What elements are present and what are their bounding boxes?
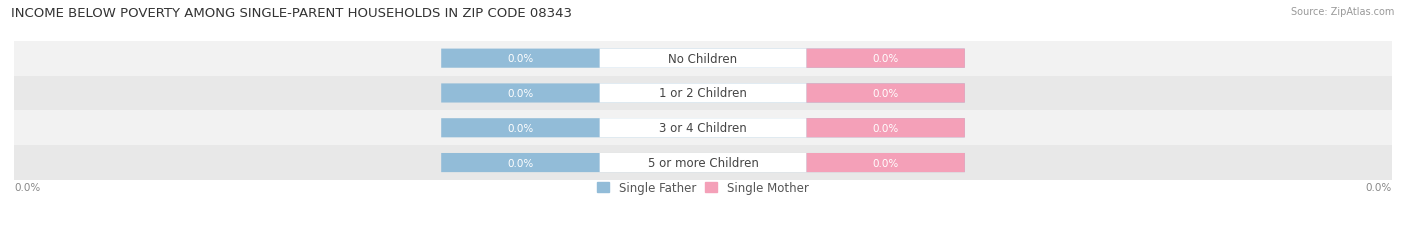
Text: 5 or more Children: 5 or more Children: [648, 156, 758, 169]
FancyBboxPatch shape: [807, 84, 965, 103]
Text: 0.0%: 0.0%: [873, 88, 898, 99]
Bar: [14, 146, 1392, 180]
FancyBboxPatch shape: [599, 84, 807, 103]
Text: 0.0%: 0.0%: [873, 123, 898, 133]
FancyBboxPatch shape: [599, 49, 807, 68]
Text: 0.0%: 0.0%: [508, 54, 533, 64]
Text: 3 or 4 Children: 3 or 4 Children: [659, 122, 747, 135]
Text: 0.0%: 0.0%: [508, 123, 533, 133]
Text: 0.0%: 0.0%: [1365, 182, 1392, 192]
Text: Source: ZipAtlas.com: Source: ZipAtlas.com: [1291, 7, 1395, 17]
Text: 1 or 2 Children: 1 or 2 Children: [659, 87, 747, 100]
FancyBboxPatch shape: [441, 119, 965, 138]
Bar: [14, 42, 1392, 76]
FancyBboxPatch shape: [441, 153, 965, 172]
Text: 0.0%: 0.0%: [873, 158, 898, 168]
Text: 0.0%: 0.0%: [14, 182, 41, 192]
FancyBboxPatch shape: [807, 153, 965, 172]
Bar: [14, 111, 1392, 146]
Text: No Children: No Children: [668, 52, 738, 65]
FancyBboxPatch shape: [807, 49, 965, 68]
FancyBboxPatch shape: [807, 119, 965, 138]
FancyBboxPatch shape: [441, 84, 965, 103]
Text: 0.0%: 0.0%: [508, 88, 533, 99]
Text: INCOME BELOW POVERTY AMONG SINGLE-PARENT HOUSEHOLDS IN ZIP CODE 08343: INCOME BELOW POVERTY AMONG SINGLE-PARENT…: [11, 7, 572, 20]
Bar: [14, 76, 1392, 111]
FancyBboxPatch shape: [599, 119, 807, 138]
Text: 0.0%: 0.0%: [873, 54, 898, 64]
FancyBboxPatch shape: [599, 153, 807, 172]
Legend: Single Father, Single Mother: Single Father, Single Mother: [593, 177, 813, 199]
Text: 0.0%: 0.0%: [508, 158, 533, 168]
FancyBboxPatch shape: [441, 49, 965, 68]
